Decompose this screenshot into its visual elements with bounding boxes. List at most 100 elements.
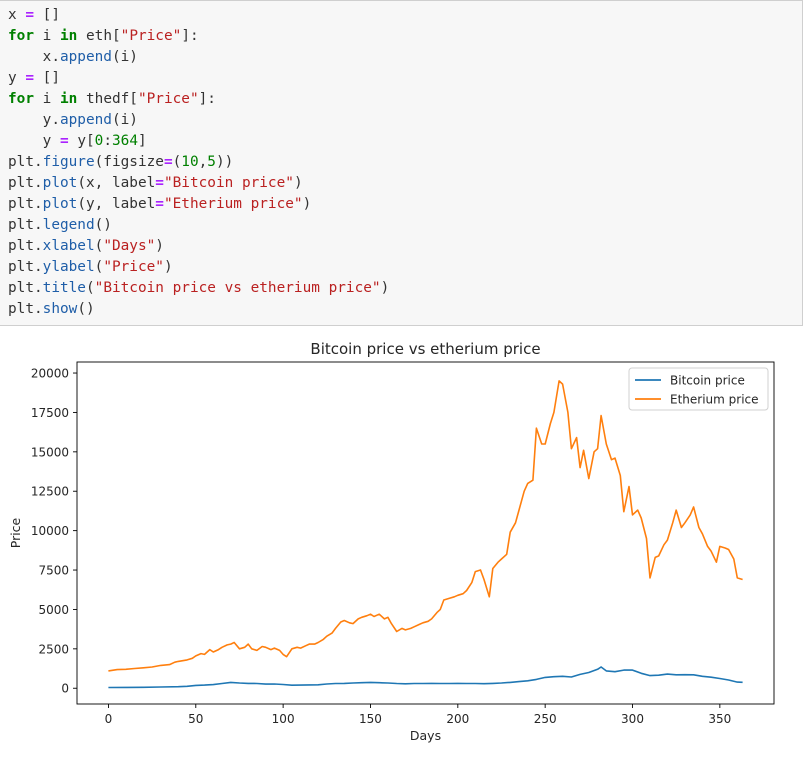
code-token: x. <box>8 49 60 65</box>
code-line: plt.ylabel("Price") <box>8 257 389 278</box>
code-token: i <box>34 91 60 107</box>
code-token: = <box>59 133 69 149</box>
code-token: = <box>25 70 34 86</box>
code-token: for <box>8 91 34 107</box>
code-token: append <box>59 49 112 65</box>
code-token: = <box>25 7 34 23</box>
axes-frame <box>76 361 775 705</box>
line-chart: 0 2500 5000 7500 10000 12500 15000 17500 20000 0… <box>8 340 775 743</box>
code-line: plt.legend() <box>8 215 389 236</box>
code-token: ( <box>172 154 182 170</box>
code-token: title <box>42 280 86 296</box>
code-token: = <box>155 196 164 212</box>
code-token: ]: <box>181 28 199 44</box>
x-tick-label: 200 <box>446 712 469 726</box>
code-line: plt.figure(figsize=(10,5)) <box>8 152 389 173</box>
y-tick-label: 20000 <box>31 367 69 381</box>
code-token: y[ <box>68 133 95 149</box>
code-token: plt. <box>8 196 43 212</box>
code-token: "Bitcoin price" <box>163 175 294 191</box>
code-token: x <box>8 7 26 23</box>
code-token: ( <box>94 259 104 275</box>
code-token: 0 <box>94 133 104 149</box>
code-token: plt. <box>8 217 43 233</box>
code-line: for i in thedf["Price"]: <box>8 89 389 110</box>
code-token: in <box>60 91 78 107</box>
code-token: 10 <box>181 154 199 170</box>
code-token: (y, label <box>77 196 156 212</box>
code-token: "Price" <box>103 259 164 275</box>
code-token: i <box>34 28 60 44</box>
y-tick-label: 0 <box>61 682 69 696</box>
code-token: figure <box>42 154 95 170</box>
y-tick-label: 17500 <box>31 406 69 420</box>
code-token: (i) <box>111 112 138 128</box>
code-token: xlabel <box>42 238 95 254</box>
code-token: y. <box>8 112 60 128</box>
code-token: 5 <box>207 154 216 170</box>
legend-label: Etherium price <box>670 393 759 407</box>
y-tick-label: 7500 <box>38 564 69 578</box>
code-token: y <box>8 70 26 86</box>
x-tick-label: 350 <box>708 712 731 726</box>
x-tick-label: 300 <box>621 712 644 726</box>
code-token: "Days" <box>103 238 156 254</box>
code-token: y <box>8 133 60 149</box>
code-token: = <box>163 154 173 170</box>
series-line-etherium <box>108 380 743 672</box>
code-token: ) <box>380 280 390 296</box>
code-token: )) <box>215 154 234 170</box>
y-tick-label: 2500 <box>38 642 69 656</box>
chart-title: Bitcoin price vs etherium price <box>310 340 540 358</box>
code-token: plt. <box>8 238 43 254</box>
y-axis-label: Price <box>8 517 23 548</box>
code-token: for <box>8 28 34 44</box>
code-token: "Price" <box>120 28 182 44</box>
code-editor[interactable]: x = [] for i in eth["Price"]: x.append(i)… <box>8 5 389 320</box>
code-token: (x, label <box>77 175 156 191</box>
code-token: () <box>94 217 112 233</box>
legend: Bitcoin price Etherium price <box>628 367 769 411</box>
y-tick-label: 10000 <box>31 524 69 538</box>
code-token: ) <box>163 259 173 275</box>
code-token: plot <box>42 175 78 191</box>
code-line: y = y[0:364] <box>8 131 389 152</box>
code-token: (figsize <box>94 154 164 170</box>
code-token: plt. <box>8 154 43 170</box>
code-line: y = [] <box>8 68 389 89</box>
code-line: y.append(i) <box>8 110 389 131</box>
code-token: thedf[ <box>77 91 138 107</box>
code-token: [] <box>34 7 60 23</box>
code-line: plt.plot(x, label="Bitcoin price") <box>8 173 389 194</box>
legend-label: Bitcoin price <box>670 374 745 388</box>
code-token: plt. <box>8 259 43 275</box>
code-token: : <box>103 133 112 149</box>
code-token: ( <box>85 280 95 296</box>
code-cell[interactable]: x = [] for i in eth["Price"]: x.append(i)… <box>0 0 803 326</box>
series-line-bitcoin <box>108 666 743 689</box>
y-tick-label: 15000 <box>31 445 69 459</box>
code-line: x.append(i) <box>8 47 389 68</box>
code-token: legend <box>42 217 95 233</box>
code-token: show <box>42 301 78 317</box>
code-token: eth[ <box>77 28 121 44</box>
code-token: ) <box>302 196 312 212</box>
x-tick-label: 150 <box>359 712 382 726</box>
chart-output: 0 2500 5000 7500 10000 12500 15000 17500 20000 0… <box>0 330 805 761</box>
code-token: in <box>60 28 78 44</box>
code-token: [] <box>34 70 60 86</box>
code-token: "Etherium price" <box>163 196 303 212</box>
code-line: plt.xlabel("Days") <box>8 236 389 257</box>
code-token: ) <box>293 175 303 191</box>
code-line: x = [] <box>8 5 389 26</box>
code-token: ]: <box>198 91 216 107</box>
x-axis-label: Days <box>410 728 441 743</box>
code-token: "Bitcoin price vs etherium price" <box>94 280 381 296</box>
legend-box <box>628 367 769 411</box>
code-token: plt. <box>8 175 43 191</box>
x-tick-label: 250 <box>534 712 557 726</box>
code-token: = <box>155 175 164 191</box>
code-token: plt. <box>8 301 43 317</box>
code-line: plt.title("Bitcoin price vs etherium pri… <box>8 278 389 299</box>
code-token: , <box>198 154 208 170</box>
